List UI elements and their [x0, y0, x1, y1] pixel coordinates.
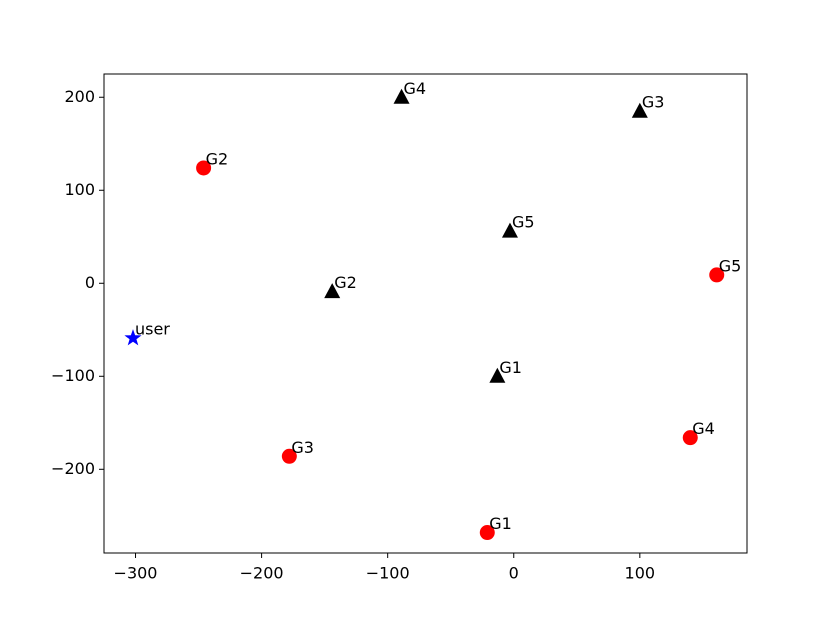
point	[324, 283, 341, 299]
point-label: G3	[291, 438, 314, 457]
point-label: G4	[404, 79, 427, 98]
point	[124, 329, 142, 346]
x-tick-label: −300	[114, 564, 158, 583]
y-tick-label: 0	[85, 273, 95, 292]
y-tick-label: 200	[64, 87, 95, 106]
y-tick-label: −100	[51, 366, 95, 385]
y-tick-label: 100	[64, 180, 95, 199]
point-label: G5	[512, 213, 535, 232]
point-label: G4	[692, 419, 715, 438]
point	[479, 525, 495, 541]
x-tick-label: −200	[240, 564, 284, 583]
point	[196, 160, 212, 176]
x-tick-label: 0	[509, 564, 519, 583]
point	[489, 367, 506, 383]
point-label: G2	[334, 273, 357, 292]
point-label: G3	[642, 93, 665, 112]
point	[393, 88, 410, 104]
point-label: G2	[206, 149, 229, 168]
point	[709, 267, 725, 283]
point	[631, 102, 648, 118]
point-label: G1	[489, 514, 512, 533]
point-label: user	[135, 320, 170, 339]
y-tick-label: −200	[51, 459, 95, 478]
point	[682, 430, 698, 446]
point-label: G5	[719, 256, 742, 275]
point	[501, 222, 518, 238]
point	[281, 448, 297, 464]
plot-frame	[103, 73, 748, 554]
x-tick-label: −100	[366, 564, 410, 583]
x-tick-label: 100	[625, 564, 656, 583]
point-label: G1	[499, 358, 522, 377]
